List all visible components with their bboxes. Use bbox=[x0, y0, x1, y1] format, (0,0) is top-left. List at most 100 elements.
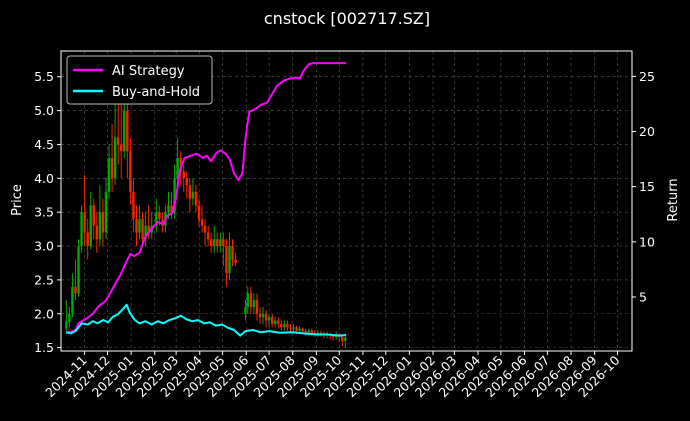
candle-body bbox=[283, 323, 286, 328]
y-tick-label: 1.5 bbox=[34, 340, 54, 355]
candle-body bbox=[264, 313, 268, 321]
candle-body bbox=[331, 335, 335, 337]
candle-body bbox=[182, 171, 185, 179]
candle-body bbox=[292, 327, 295, 329]
legend-label-buy-and-hold: Buy-and-Hold bbox=[112, 85, 200, 100]
candle-body bbox=[98, 212, 102, 240]
candle-body bbox=[120, 144, 123, 152]
candle-body bbox=[344, 337, 347, 341]
candle-body bbox=[176, 157, 179, 179]
candle-body bbox=[280, 323, 283, 328]
candle-body bbox=[209, 239, 213, 247]
candle-body bbox=[80, 212, 83, 247]
candle-body bbox=[194, 191, 198, 206]
y-tick-label: 2.0 bbox=[34, 306, 54, 321]
candle-body bbox=[258, 313, 262, 318]
chart-title: cnstock [002717.SZ] bbox=[264, 9, 430, 28]
candle-body bbox=[231, 246, 234, 260]
candle-body bbox=[203, 225, 207, 233]
candle-body bbox=[341, 336, 344, 341]
candle-body bbox=[274, 320, 277, 324]
candle-body bbox=[219, 239, 222, 247]
candle-body bbox=[286, 323, 289, 328]
candle-body bbox=[101, 212, 105, 233]
legend-label-ai-strategy: AI Strategy bbox=[112, 64, 185, 79]
candle-body bbox=[206, 232, 210, 240]
candle-body bbox=[261, 313, 265, 318]
candle-body bbox=[295, 327, 298, 331]
candle-body bbox=[167, 205, 170, 213]
y2-tick-label: 15 bbox=[639, 179, 655, 194]
candle-body bbox=[68, 313, 71, 322]
candle-body bbox=[170, 205, 173, 213]
candle-body bbox=[267, 317, 271, 321]
y-tick-label: 3.5 bbox=[34, 205, 54, 220]
y-axis-left: 1.5 2.0 2.5 3.0 3.5 4.0 4.5 5.0 5.5 bbox=[34, 69, 61, 355]
candle-body bbox=[188, 185, 192, 199]
candle-body bbox=[107, 157, 111, 192]
candle-body bbox=[129, 151, 132, 192]
ai-strategy-line bbox=[66, 62, 347, 334]
y2-tick-label: 10 bbox=[639, 234, 655, 249]
candle-body bbox=[89, 205, 92, 247]
y-tick-label: 4.5 bbox=[34, 137, 54, 152]
candle-body bbox=[104, 191, 108, 233]
candle-body bbox=[316, 332, 320, 335]
y-axis-label: Price bbox=[10, 184, 25, 216]
candlesticks bbox=[65, 63, 347, 348]
candle-body bbox=[307, 330, 310, 333]
candle-body bbox=[155, 212, 158, 226]
candle-body bbox=[228, 246, 231, 274]
candle-body bbox=[200, 218, 204, 226]
candle-body bbox=[65, 321, 68, 329]
candle-body bbox=[126, 110, 129, 152]
candle-body bbox=[255, 300, 259, 314]
y-tick-label: 4.0 bbox=[34, 171, 54, 186]
legend-box bbox=[66, 55, 213, 105]
candle-body bbox=[173, 178, 176, 213]
candle-body bbox=[144, 225, 147, 240]
candle-body bbox=[138, 218, 141, 233]
candle-body bbox=[213, 239, 216, 247]
y-axis-right: 5 10 15 20 25 bbox=[632, 69, 655, 304]
candle-body bbox=[92, 205, 95, 226]
candle-body bbox=[132, 191, 135, 219]
candle-body bbox=[179, 157, 182, 172]
candle-body bbox=[310, 330, 314, 333]
plot-frame bbox=[60, 50, 633, 352]
y-tick-label: 5.5 bbox=[34, 69, 54, 84]
candle-body bbox=[252, 300, 256, 307]
y-tick-label: 3.0 bbox=[34, 239, 54, 254]
candle-body bbox=[83, 212, 86, 233]
candle-body bbox=[249, 293, 253, 307]
candle-body bbox=[123, 110, 126, 152]
candle-body bbox=[95, 225, 99, 240]
candle-body bbox=[86, 232, 89, 247]
candle-body bbox=[161, 218, 164, 226]
candle-body bbox=[301, 328, 304, 332]
candle-body bbox=[216, 239, 219, 247]
candle-body bbox=[113, 137, 117, 179]
candle-body bbox=[319, 332, 323, 335]
candle-body bbox=[222, 239, 225, 247]
candle-body bbox=[234, 259, 237, 263]
candle-body bbox=[135, 218, 138, 233]
candle-body bbox=[289, 327, 292, 329]
candle-body bbox=[116, 137, 120, 145]
candle-body bbox=[304, 331, 307, 333]
y2-tick-label: 5 bbox=[639, 289, 647, 304]
y2-axis-label: Return bbox=[666, 178, 681, 221]
candle-body bbox=[147, 225, 150, 233]
buy-and-hold-line bbox=[66, 303, 347, 337]
candle-body bbox=[191, 191, 195, 199]
candle-body bbox=[110, 157, 114, 179]
return-lines bbox=[66, 62, 347, 337]
y-tick-label: 2.5 bbox=[34, 272, 54, 287]
candle-body bbox=[246, 293, 249, 307]
candle-body bbox=[225, 246, 228, 274]
candle-body bbox=[270, 317, 274, 324]
candle-body bbox=[277, 320, 280, 324]
candle-body bbox=[71, 286, 74, 314]
candle-body bbox=[74, 286, 77, 294]
